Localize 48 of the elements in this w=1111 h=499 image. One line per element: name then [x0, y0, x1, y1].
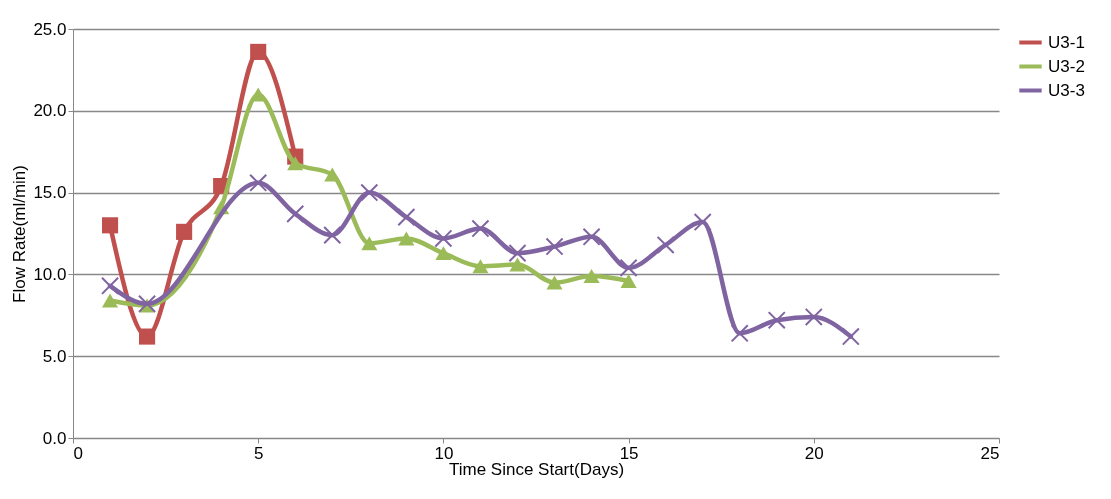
point: [323, 226, 342, 245]
point: [138, 294, 157, 313]
legend-label: U3-2: [1048, 56, 1085, 76]
legend-label: U3-1: [1048, 32, 1085, 52]
point: [176, 223, 193, 240]
point: [656, 235, 675, 255]
y-tick-label: 25.0: [33, 19, 67, 39]
point: [287, 156, 304, 171]
legend-label: U3-3: [1048, 80, 1085, 100]
y-tick-label: 15.0: [33, 183, 67, 203]
point: [435, 246, 452, 261]
point: [546, 275, 563, 290]
point: [620, 273, 637, 288]
point: [249, 173, 268, 192]
point: [397, 208, 416, 227]
point: [472, 259, 489, 274]
point: [730, 324, 749, 343]
point: [471, 219, 490, 238]
y-tick-label: 0.0: [42, 428, 67, 448]
y-axis-title: Flow Rate(ml/min): [10, 165, 30, 303]
point: [434, 229, 453, 248]
y-tick-label: 5.0: [42, 346, 67, 366]
point: [286, 204, 305, 223]
point: [509, 257, 526, 272]
y-tick-label: 20.0: [33, 101, 67, 121]
point: [583, 269, 600, 284]
x-tick-label: 5: [253, 443, 264, 463]
point: [360, 183, 379, 202]
point: [841, 327, 860, 346]
point: [804, 307, 823, 326]
point: [545, 237, 564, 256]
point: [101, 217, 119, 234]
point: [619, 258, 638, 277]
point: [582, 227, 601, 246]
point: [324, 167, 341, 182]
point: [767, 311, 786, 330]
y-tick-label: 10.0: [33, 264, 67, 284]
point: [101, 293, 119, 308]
point: [508, 244, 527, 263]
point: [250, 43, 267, 60]
point: [398, 231, 415, 246]
x-tick-label: 25: [980, 443, 1000, 463]
x-tick-label: 0: [73, 443, 83, 463]
point: [693, 212, 712, 232]
x-tick-label: 20: [804, 443, 824, 463]
point: [139, 328, 156, 345]
point: [100, 276, 120, 295]
point: [361, 236, 378, 251]
